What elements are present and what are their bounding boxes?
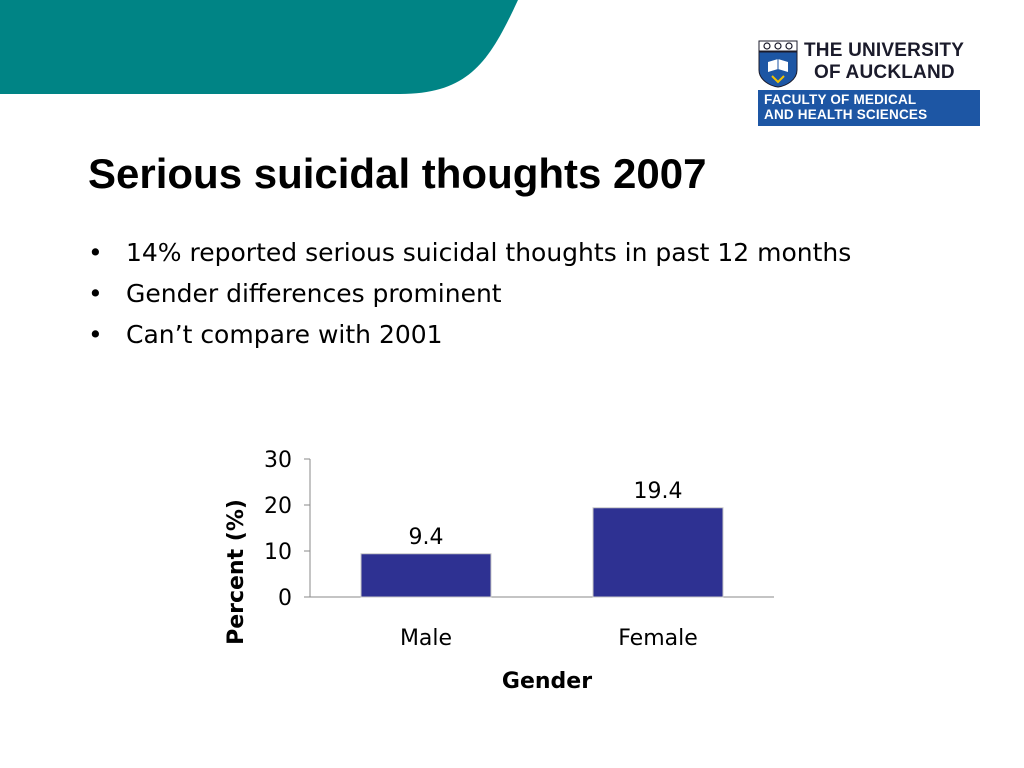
logo-text-line2: OF AUCKLAND [814, 62, 955, 83]
x-axis-title: Gender [502, 669, 592, 694]
y-tick-label: 20 [264, 494, 292, 519]
faculty-banner: FACULTY OF MEDICAL AND HEALTH SCIENCES [758, 90, 980, 126]
bar-male [360, 553, 492, 598]
y-tick-label: 0 [278, 586, 292, 611]
bullet-text: 14% reported serious suicidal thoughts i… [126, 238, 852, 267]
logo-text-line1: THE UNIVERSITY [804, 40, 965, 61]
faculty-text-line2: AND HEALTH SCIENCES [764, 107, 928, 122]
university-logo: THE UNIVERSITY OF AUCKLAND FACULTY OF ME… [758, 40, 980, 126]
bullet-item: • Gender differences prominent [88, 277, 868, 311]
x-tick-label: Male [400, 626, 452, 651]
faculty-text-line1: FACULTY OF MEDICAL [764, 92, 917, 107]
bullet-marker: • [88, 279, 103, 308]
bar-female [592, 507, 724, 598]
bullet-list: • 14% reported serious suicidal thoughts… [88, 236, 868, 359]
x-tick-label: Female [618, 626, 698, 651]
slide-title: Serious suicidal thoughts 2007 [88, 150, 707, 197]
university-crest-icon [758, 40, 798, 88]
bar-chart: 0 10 20 30 9.4 Male 19.4 Female Gender Percent (%… [224, 448, 774, 694]
bullet-marker: • [88, 320, 103, 349]
bullet-item: • 14% reported serious suicidal thoughts… [88, 236, 868, 270]
bullet-text: Gender differences prominent [126, 279, 502, 308]
y-axis-title: Percent (%) [224, 499, 249, 645]
y-tick-label: 10 [264, 540, 292, 565]
bullet-text: Can’t compare with 2001 [126, 320, 443, 349]
y-tick-label: 30 [264, 448, 292, 473]
bullet-marker: • [88, 238, 103, 267]
bullet-item: • Can’t compare with 2001 [88, 318, 868, 352]
header-accent-shape [0, 0, 518, 94]
data-label: 19.4 [634, 479, 683, 504]
data-label: 9.4 [409, 525, 444, 550]
